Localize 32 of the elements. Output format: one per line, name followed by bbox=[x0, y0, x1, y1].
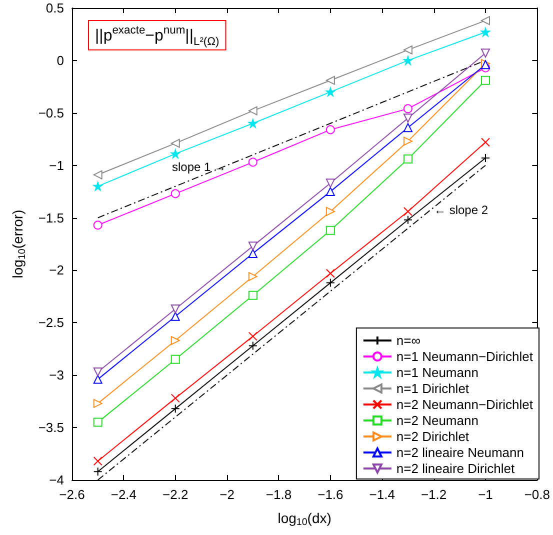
legend-label: n=1 Neumann bbox=[396, 365, 478, 380]
y-tick-label: −0.5 bbox=[38, 105, 64, 120]
x-tick-label: −1 bbox=[478, 487, 493, 502]
legend-label: n=2 lineaire Dirichlet bbox=[396, 461, 515, 476]
x-tick-label: −1.2 bbox=[420, 487, 447, 502]
legend-label: n=∞ bbox=[396, 333, 421, 348]
y-tick-label: −1.5 bbox=[38, 210, 64, 226]
y-tick-label: −1 bbox=[49, 158, 64, 173]
x-tick-label: −1.8 bbox=[266, 487, 292, 502]
legend-label: n=1 Dirichlet bbox=[396, 381, 470, 396]
x-tick-label: −1.4 bbox=[369, 487, 395, 502]
y-tick-label: 0.5 bbox=[46, 0, 64, 16]
annotation: slope 1 → bbox=[172, 160, 226, 174]
legend-label: n=2 Neumann−Dirichlet bbox=[396, 397, 534, 412]
y-tick-label: −4 bbox=[49, 472, 64, 488]
annotation: ← slope 2 bbox=[434, 203, 488, 217]
x-tick-label: −2.2 bbox=[162, 487, 188, 502]
x-tick-label: −1.6 bbox=[318, 487, 344, 502]
x-tick-label: −0.8 bbox=[524, 487, 550, 502]
y-tick-label: −2.5 bbox=[38, 315, 64, 330]
x-tick-label: −2.4 bbox=[110, 487, 137, 502]
legend-label: n=2 Dirichlet bbox=[396, 429, 470, 444]
y-axis-title: log10(error) bbox=[10, 210, 28, 278]
x-tick-label: −2 bbox=[220, 487, 234, 502]
y-tick-label: −3.5 bbox=[38, 420, 64, 436]
legend-label: n=2 Neumann bbox=[396, 413, 478, 428]
y-tick-label: −3 bbox=[49, 368, 64, 383]
x-tick-label: −2.6 bbox=[59, 487, 85, 502]
y-tick-label: 0 bbox=[56, 52, 64, 68]
legend-label: n=2 lineaire Neumann bbox=[396, 445, 524, 460]
legend-label: n=1 Neumann−Dirichlet bbox=[396, 349, 534, 364]
y-tick-label: −2 bbox=[49, 262, 64, 278]
